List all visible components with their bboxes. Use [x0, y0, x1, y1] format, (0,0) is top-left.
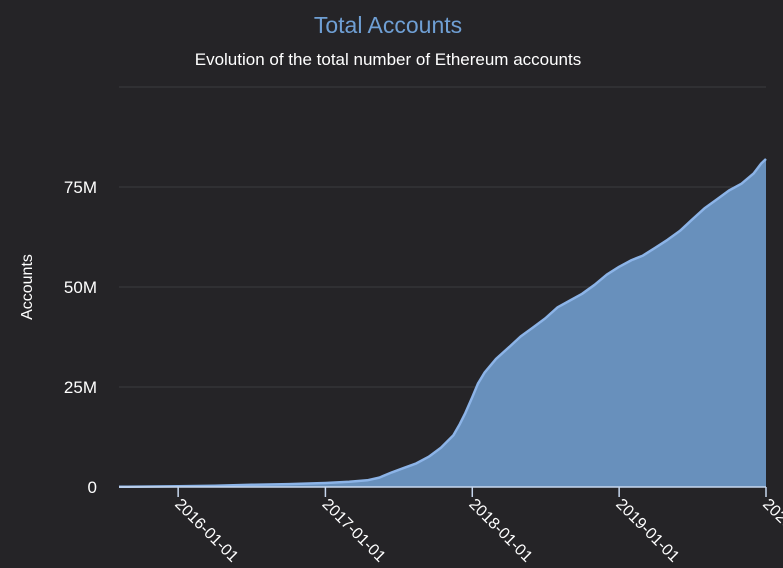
area-layer: [118, 158, 767, 489]
y-tick-label: 0: [88, 478, 97, 497]
x-tick-label: 2019-01-01: [612, 496, 682, 566]
chart-title: Total Accounts: [313, 12, 463, 38]
chart-subtitle: Evolution of the total number of Ethereu…: [194, 50, 582, 69]
axis-layer: [119, 486, 767, 497]
y-tick-label: 75M: [64, 178, 97, 197]
y-tick-label: 50M: [64, 278, 97, 297]
series-area: [119, 159, 766, 487]
x-tick-label: 2017-01-01: [319, 496, 389, 566]
series-line: [118, 158, 767, 489]
x-tick-label: 2016-01-01: [171, 496, 241, 566]
x-tick-label: 2020-01-01: [759, 496, 783, 566]
x-tick-label: 2018-01-01: [465, 496, 535, 566]
y-tick-label: 25M: [64, 378, 97, 397]
